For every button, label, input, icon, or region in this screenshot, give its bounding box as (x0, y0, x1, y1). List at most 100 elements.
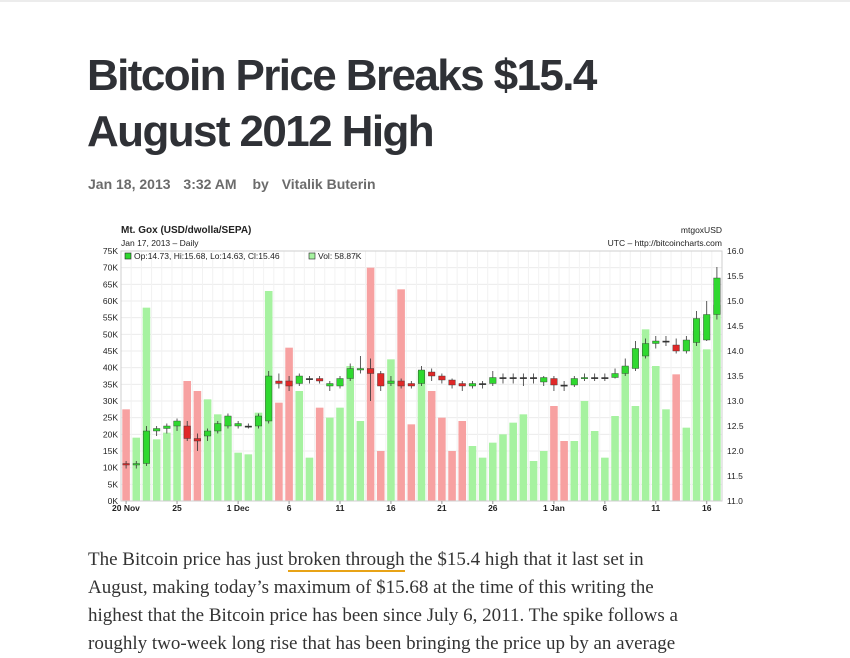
candle-body (367, 368, 375, 374)
volume-bar (244, 454, 253, 501)
candle-body (346, 368, 354, 379)
candle-body (550, 378, 558, 386)
candle-body (672, 344, 680, 352)
candle-body (693, 318, 701, 343)
legend-volume: Vol: 58.87K (318, 251, 362, 261)
chart-title: Mt. Gox (USD/dwolla/SEPA) (121, 225, 251, 236)
title-line-2: August 2012 High (87, 107, 435, 156)
volume-bar (539, 451, 548, 501)
top-divider (0, 0, 850, 2)
volume-bar (489, 442, 497, 501)
price-tick-label: 13.5 (727, 371, 744, 381)
volume-bar (132, 437, 141, 501)
candle-body (652, 340, 660, 344)
author-link[interactable]: Vitalik Buterin (281, 176, 376, 192)
candle-body (183, 425, 191, 439)
candle-body (570, 378, 578, 386)
volume-bar (254, 412, 263, 501)
volume-bar (407, 424, 416, 501)
legend-ohlc: Op:14.73, Hi:15.68, Lo:14.63, Cl:15.46 (134, 251, 280, 261)
volume-bar (692, 331, 701, 501)
volume-tick-label: 60K (103, 296, 118, 306)
plot-frame (120, 250, 723, 502)
volume-bar (315, 407, 324, 501)
x-tick-label: 11 (336, 503, 345, 513)
candle-body (305, 378, 313, 380)
volume-bar (295, 391, 304, 501)
candle-body (224, 415, 232, 427)
legend-price-swatch (124, 252, 132, 260)
candle-body (377, 373, 385, 387)
candle-body (682, 339, 690, 352)
candle-body (265, 375, 273, 422)
candle-body (285, 380, 293, 387)
candle-body (173, 420, 181, 427)
volume-bar (458, 421, 467, 501)
candle-body (193, 438, 201, 442)
article-title: Bitcoin Price Breaks $15.4 August 2012 H… (87, 48, 767, 160)
volume-bar (285, 347, 293, 501)
candle-body (122, 463, 130, 466)
price-tick-label: 13.0 (727, 396, 744, 406)
body-line-1-after: the $15.4 high that it last set in (404, 549, 644, 570)
candle-body (540, 377, 548, 383)
candle-body (580, 377, 588, 379)
volume-bar (590, 431, 599, 501)
volume-bar (336, 407, 344, 501)
price-tick-label: 12.5 (727, 421, 744, 431)
candle-body (336, 378, 344, 387)
volume-bar (142, 307, 151, 501)
candle-body (295, 375, 303, 384)
volume-bar (213, 414, 222, 501)
price-chart: 0K 5K 10K 15K 20K 25K 30K 35K 40K 45K 50K 55K 60K 65K… (91, 218, 761, 514)
volume-bar (163, 432, 171, 501)
candle-body (489, 377, 497, 384)
volume-tick-label: 25K (103, 413, 118, 423)
volume-bar (234, 452, 242, 501)
candle-body (356, 368, 364, 371)
x-tick-label: 20 Nov (112, 503, 140, 513)
volume-bar (702, 349, 711, 501)
volume-bar (641, 329, 650, 501)
x-tick-label: 25 (172, 503, 182, 513)
candle-body (163, 425, 171, 429)
candle-body (642, 343, 650, 357)
candle-body (255, 415, 263, 427)
candle-body (214, 423, 222, 432)
volume-bar (662, 409, 670, 501)
price-tick-label: 11.5 (727, 471, 743, 481)
volume-tick-label: 40K (103, 363, 118, 373)
chart-source-bottom: UTC – http://bitcoincharts.com (608, 238, 722, 248)
volume-tick-label: 55K (103, 313, 118, 323)
x-tick-label: 11 (651, 503, 660, 513)
x-tick-label: 6 (602, 503, 607, 513)
byline: by Vitalik Buterin (252, 176, 375, 192)
volume-bar (346, 366, 354, 501)
candle-body (509, 377, 517, 379)
candle-body (601, 377, 609, 379)
candle-body (418, 369, 425, 384)
x-tick-label: 1 Dec (227, 503, 250, 513)
body-line-3: highest that the Bitcoin price has been … (88, 605, 678, 626)
x-tick-label: 6 (287, 503, 292, 513)
volume-bar (326, 417, 334, 501)
volume-bar (468, 446, 477, 501)
volume-bar (356, 421, 365, 501)
post-time: 3:32 AM (183, 176, 237, 192)
price-candles (122, 267, 721, 469)
volume-bar (621, 367, 630, 501)
x-tick-label: 26 (488, 503, 498, 513)
volume-bar (529, 461, 538, 501)
volume-bar (611, 416, 619, 501)
volume-bar (601, 457, 609, 501)
volume-bar (152, 439, 161, 501)
candle-body (244, 425, 252, 428)
volume-bar (478, 457, 487, 501)
x-tick-label: 21 (437, 503, 447, 513)
chart-subtitle: Jan 17, 2013 – Daily (121, 238, 199, 248)
volume-bar (387, 359, 395, 501)
broken-through-link[interactable]: broken through (287, 549, 405, 572)
candle-body (591, 377, 599, 379)
article-body: The Bitcoin price has just broken throug… (88, 546, 748, 658)
volume-bar (651, 366, 660, 501)
